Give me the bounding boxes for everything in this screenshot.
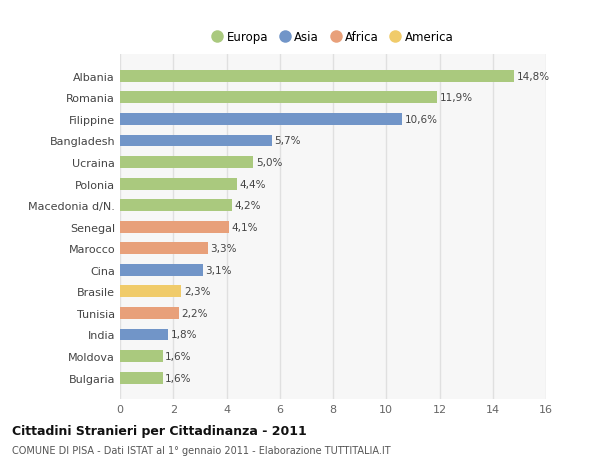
Text: 14,8%: 14,8% (517, 72, 550, 82)
Bar (120, 372, 163, 384)
Bar (120, 350, 163, 362)
Text: 5,7%: 5,7% (274, 136, 301, 146)
Bar (120, 221, 229, 233)
Bar (120, 114, 402, 126)
Text: Cittadini Stranieri per Cittadinanza - 2011: Cittadini Stranieri per Cittadinanza - 2… (12, 425, 307, 437)
Text: 1,6%: 1,6% (165, 373, 192, 383)
Bar (120, 308, 179, 319)
Text: 10,6%: 10,6% (405, 115, 438, 125)
Text: 4,1%: 4,1% (232, 222, 259, 232)
Bar (120, 157, 253, 168)
Text: 11,9%: 11,9% (439, 93, 473, 103)
Text: 2,2%: 2,2% (181, 308, 208, 318)
Text: 4,2%: 4,2% (235, 201, 261, 211)
Bar (120, 200, 232, 212)
Bar (120, 135, 272, 147)
Bar (120, 329, 168, 341)
Bar (120, 71, 514, 83)
Bar (120, 264, 203, 276)
Text: 3,1%: 3,1% (205, 265, 232, 275)
Bar (120, 178, 237, 190)
Text: 1,6%: 1,6% (165, 351, 192, 361)
Legend: Europa, Asia, Africa, America: Europa, Asia, Africa, America (208, 27, 458, 49)
Text: 4,4%: 4,4% (240, 179, 266, 189)
Text: 3,3%: 3,3% (211, 244, 237, 254)
Bar (120, 243, 208, 255)
Text: 5,0%: 5,0% (256, 158, 282, 168)
Text: 2,3%: 2,3% (184, 287, 211, 297)
Bar (120, 286, 181, 297)
Text: 1,8%: 1,8% (170, 330, 197, 340)
Bar (120, 92, 437, 104)
Text: COMUNE DI PISA - Dati ISTAT al 1° gennaio 2011 - Elaborazione TUTTITALIA.IT: COMUNE DI PISA - Dati ISTAT al 1° gennai… (12, 445, 391, 455)
